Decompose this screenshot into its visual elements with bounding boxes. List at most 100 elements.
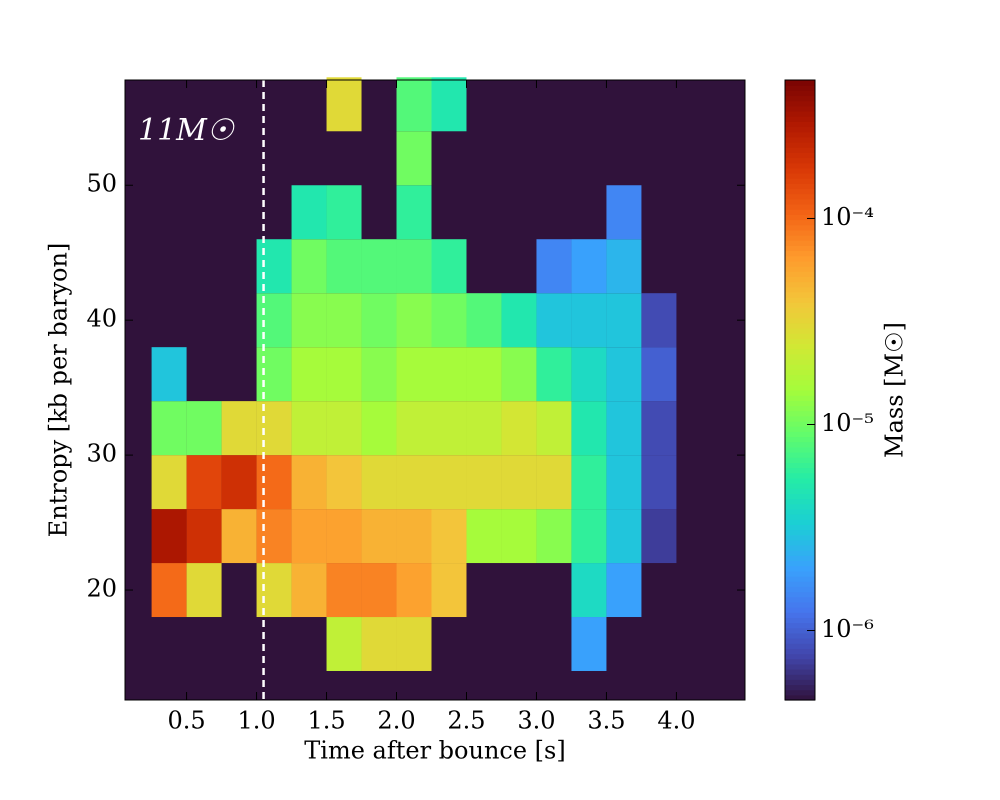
colorbar-segment [785,545,815,551]
x-tick-label: 2.0 [377,707,415,735]
heatmap-cell [361,509,397,564]
colorbar-tick-label: 10⁻⁶ [821,615,874,643]
heatmap-cell [606,347,642,402]
heatmap-cell [291,509,327,564]
heatmap-cell [396,293,432,348]
colorbar-segment [785,446,815,453]
colorbar-tick-label: 10⁻⁴ [821,203,874,231]
colorbar-segment [785,136,815,143]
y-axis-label: Entropy [kb per baryon] [45,243,73,538]
colorbar-segment [785,441,815,448]
colorbar-segment [785,364,815,370]
colorbar-segment [785,328,815,334]
colorbar-segment [785,235,815,241]
colorbar-segment [785,302,815,308]
heatmap-cell [641,293,677,348]
heatmap-cell [186,401,222,456]
colorbar-segment [785,622,815,629]
heatmap-cell [186,563,222,618]
colorbar-segment [785,276,815,283]
colorbar-segment [785,426,815,432]
colorbar-segment [785,658,815,665]
heatmap-cell [186,455,222,510]
colorbar-segment [785,601,815,608]
colorbar-segment [785,260,815,267]
colorbar-segment [785,519,815,525]
colorbar-segment [785,121,815,128]
colorbar-segment [785,529,815,536]
heatmap-cell [466,455,502,510]
x-tick-label: 3.0 [517,707,555,735]
colorbar-segment [785,483,815,489]
colorbar-segment [785,266,815,272]
heatmap-cell [641,347,677,402]
colorbar-segment [785,400,815,407]
colorbar-segment [785,498,815,505]
heatmap-cell [571,617,607,671]
colorbar-segment [785,85,815,91]
heatmap-cell [536,509,572,564]
heatmap-cell [291,347,327,402]
heatmap-cell [396,347,432,402]
colorbar-segment [785,229,815,236]
colorbar-segment [785,147,815,153]
heatmap-cell [431,563,467,618]
heatmap-cell [291,293,327,348]
colorbar-segment [785,436,815,443]
heatmap-cell [501,293,537,348]
colorbar-segment [785,312,815,319]
colorbar-segment [785,405,815,412]
x-axis-label: Time after bounce [s] [304,737,565,765]
colorbar-segment [785,173,815,179]
heatmap-cell [536,347,572,402]
heatmap-cell [326,563,362,618]
heatmap-cell [606,185,642,240]
colorbar-segment [785,240,815,246]
colorbar-segment [785,679,815,686]
heatmap-cell [466,401,502,456]
y-tick-label: 40 [86,305,117,333]
colorbar-segment [785,322,815,329]
heatmap-cell [326,77,362,132]
colorbar-segment [785,286,815,293]
heatmap-cell [396,455,432,510]
colorbar-segment [785,632,815,639]
y-tick-label: 50 [86,170,117,198]
heatmap-cell [326,509,362,564]
heatmap-cell [361,239,397,294]
colorbar-segment [785,291,815,298]
colorbar-segment [785,390,815,396]
colorbar-segment [785,111,815,117]
colorbar-segment [785,576,815,582]
heatmap-cell [151,509,187,564]
colorbar-segment [785,359,815,365]
colorbar-segment [785,395,815,401]
colorbar-segment [785,250,815,257]
colorbar-segment [785,126,815,133]
heatmap-cell [571,563,607,618]
colorbar-segment [785,653,815,660]
colorbar-segment [785,452,815,458]
heatmap-cell [641,401,677,456]
colorbar-segment [785,384,815,391]
colorbar-segment [785,472,815,479]
colorbar-segment [785,607,815,613]
heatmap-cell [606,401,642,456]
x-tick-label: 1.5 [307,707,345,735]
colorbar-segment [785,142,815,148]
heatmap-cell [536,239,572,294]
heatmap-cell [571,347,607,402]
heatmap-cell [606,509,642,564]
colorbar-segment [785,131,815,138]
heatmap-cell [256,455,292,510]
heatmap-cell [571,509,607,564]
colorbar-segment [785,514,815,520]
heatmap-cell [396,77,432,132]
colorbar-segment [785,116,815,122]
colorbar-segment [785,245,815,252]
colorbar-segment [785,627,815,634]
heatmap-cell [571,293,607,348]
colorbar-segment [785,297,815,303]
heatmap-cell [536,293,572,348]
x-tick-label: 2.5 [447,707,485,735]
